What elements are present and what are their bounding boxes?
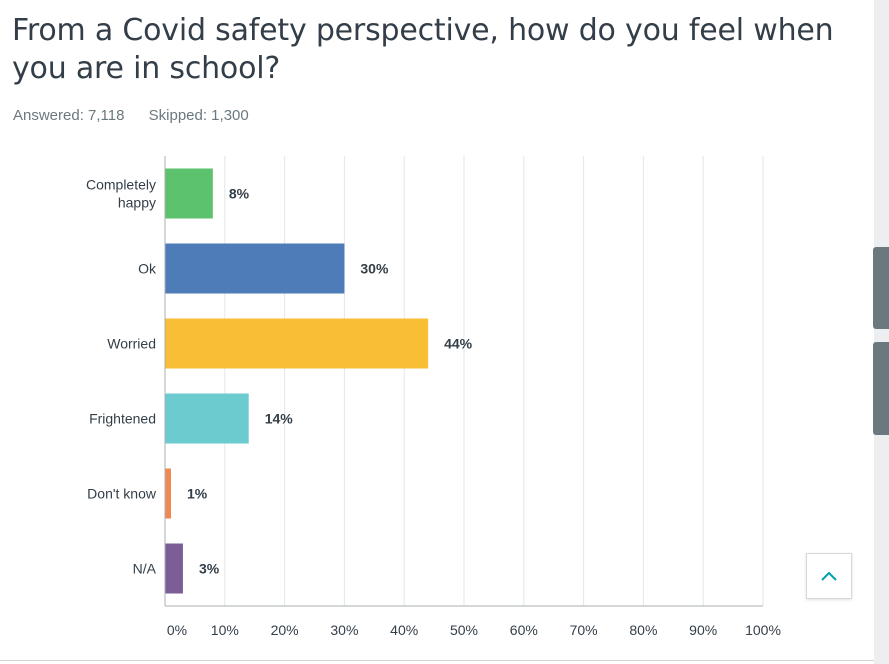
tick-label: 10% [211,622,239,638]
response-stats: Answered: 7,118 Skipped: 1,300 [13,107,269,124]
question-title: From a Covid safety perspective, how do … [12,13,834,86]
value-label: 44% [444,336,473,352]
tick-label: 60% [510,622,538,638]
category-label: Frightened [89,411,156,427]
tick-label: 70% [570,622,598,638]
tick-label: 40% [390,622,418,638]
scroll-to-top-button[interactable] [806,553,852,599]
tick-label: 90% [689,622,717,638]
category-label: Don't know [87,486,157,502]
bar [165,468,171,519]
category-label: Ok [138,261,157,277]
side-tab-upper[interactable] [873,247,889,329]
bar [165,393,249,444]
right-scroll-strip [874,0,889,664]
bar-chart: Completely happy 8% Ok 30% Worried 44% Frighten… [86,156,781,638]
bar [165,243,345,294]
bottom-divider [0,660,874,661]
bar [165,318,429,369]
value-label: 14% [265,411,294,427]
side-tab-lower[interactable] [873,342,889,435]
value-label: 3% [199,561,220,577]
category-label: N/A [133,561,157,577]
value-label: 30% [360,261,389,277]
tick-label: 80% [629,622,657,638]
bar [165,543,183,594]
tick-label: 50% [450,622,478,638]
tick-label: 30% [330,622,358,638]
chevron-up-icon [821,571,837,581]
tick-label: 20% [271,622,299,638]
bar [165,168,213,219]
category-label: Worried [107,336,156,352]
value-label: 1% [187,486,208,502]
skipped-count: Skipped: 1,300 [148,107,249,124]
value-label: 8% [229,186,250,202]
tick-label: 0% [167,622,187,638]
tick-label: 100% [745,622,781,638]
answered-count: Answered: 7,118 [13,107,125,124]
category-label: Completely happy [86,177,156,211]
